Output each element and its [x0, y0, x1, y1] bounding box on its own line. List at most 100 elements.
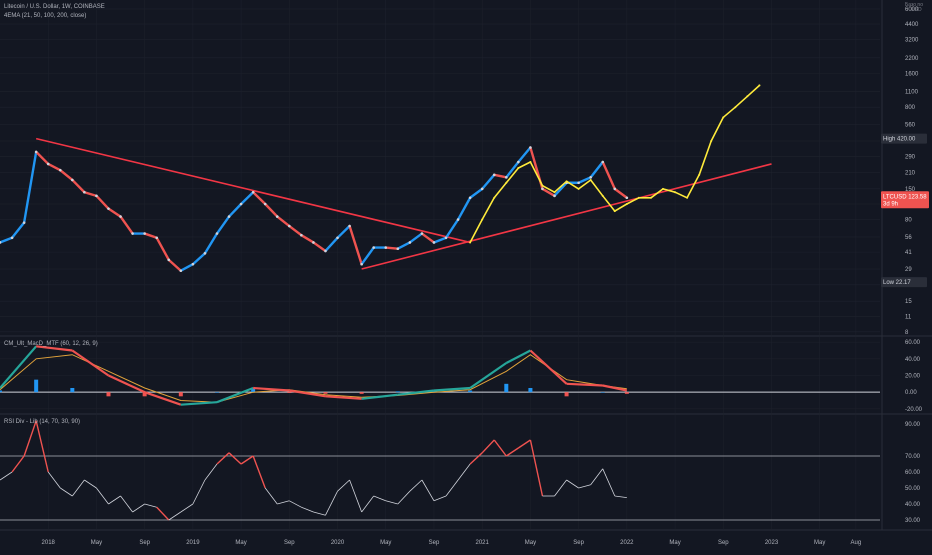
macd-histogram-bar-3	[106, 392, 111, 397]
rsi-line-segment-40	[469, 452, 483, 465]
price-segment-1	[0, 236, 14, 244]
price-point-39	[468, 196, 472, 200]
time-tick-label-11: Sep	[573, 540, 584, 546]
price-tick-label-15: 41	[905, 250, 912, 256]
price-segment-17	[191, 252, 207, 266]
projection-point-22	[734, 106, 737, 109]
price-segment-46	[541, 187, 556, 198]
price-point-40	[480, 187, 484, 191]
ema-legend[interactable]: 4EMA (21, 50, 100, 200, close)	[4, 13, 87, 19]
price-point-20	[239, 202, 243, 206]
price-point-41	[492, 173, 496, 177]
low-badge-box	[881, 277, 927, 288]
price-point-8	[95, 194, 98, 198]
price-point-3	[34, 150, 38, 154]
macd-histogram-bar-2	[70, 388, 75, 393]
price-segment-36	[420, 232, 436, 244]
price-tick-label-18: 15	[905, 299, 912, 305]
price-badge-text-1: 3d 9h	[883, 201, 898, 207]
rsi-line-segment-35	[409, 479, 423, 492]
rsi-line-segment-52	[614, 495, 627, 498]
macd-line-segment-11	[361, 393, 398, 400]
time-tick-label-17: Aug	[851, 540, 862, 546]
price-tick-label-3: 2200	[905, 56, 919, 62]
macd-line-segment-16	[529, 349, 568, 385]
price-point-50	[601, 160, 605, 164]
macd-histogram-bar-9	[323, 392, 328, 394]
rsi-line-segment-26	[301, 506, 314, 513]
projection-point-7	[553, 191, 556, 194]
price-segment-29	[336, 224, 351, 240]
projection-point-1	[481, 218, 484, 221]
price-point-24	[288, 224, 291, 228]
price-point-45	[541, 187, 544, 191]
price-tick-label-1: 4400	[905, 22, 919, 28]
rsi-line-segment-4	[35, 420, 49, 473]
macd-histogram-bar-13	[468, 390, 473, 393]
rsi-line-segment-12	[132, 503, 145, 513]
price-badge-box	[881, 191, 929, 209]
price-segment-20	[227, 202, 243, 218]
price-segment-18	[203, 232, 219, 255]
macd-histogram-bar-10	[359, 392, 364, 394]
price-badge-text-0: LTCUSD 123.58	[883, 194, 927, 200]
macd-histogram-bar-1	[34, 379, 39, 393]
price-tick-label-0: 6000	[905, 7, 919, 13]
price-segment-47	[553, 181, 568, 198]
price-segment-43	[505, 160, 520, 179]
rsi-line-segment-43	[505, 447, 519, 457]
rsi-line-segment-21	[240, 455, 254, 465]
price-point-6	[71, 178, 74, 182]
price-segment-44	[517, 146, 532, 164]
rsi-line-segment-27	[313, 511, 326, 516]
rsi-legend[interactable]: RSI Div - Lib (14, 70, 30, 90)	[4, 419, 81, 425]
projection-point-14	[637, 196, 640, 199]
price-point-34	[408, 241, 412, 244]
time-tick-label-13: May	[669, 540, 680, 546]
rsi-line-segment-37	[433, 495, 447, 502]
price-point-10	[119, 215, 122, 218]
symbol-legend[interactable]: Litecoin / U.S. Dollar, 1W, COINBASE	[4, 4, 105, 10]
price-point-38	[456, 218, 460, 221]
macd-tick-label-1: 40.00	[905, 357, 921, 363]
time-tick-label-1: May	[91, 540, 102, 546]
rsi-line-segment-8	[84, 479, 97, 489]
projection-point-17	[674, 191, 677, 194]
price-point-23	[275, 215, 279, 218]
price-point-49	[589, 176, 592, 179]
price-segment-8	[83, 191, 98, 198]
trendline-0	[35, 137, 471, 244]
macd-histogram-bar-15	[528, 388, 533, 393]
corner-label: Базо no	[905, 2, 923, 8]
price-point-33	[396, 247, 400, 250]
price-point-48	[577, 181, 580, 185]
rsi-line-segment-31	[361, 495, 375, 513]
macd-tick-label-0: 60.00	[905, 340, 921, 346]
time-tick-label-14: Sep	[718, 540, 729, 546]
macd-tick-label-2: 20.00	[905, 374, 921, 380]
macd-line-segment-3	[71, 349, 110, 377]
price-point-28	[336, 236, 339, 240]
projection-point-15	[649, 196, 652, 199]
projection-point-13	[625, 202, 628, 205]
price-tick-label-5: 1100	[905, 90, 919, 96]
rsi-line-segment-33	[385, 500, 398, 505]
macd-line-segment-10	[325, 395, 362, 400]
price-segment-9	[95, 194, 110, 210]
price-point-37	[444, 236, 448, 240]
macd-line-segment-13	[433, 386, 471, 392]
price-tick-label-10: 210	[905, 170, 916, 176]
price-point-19	[227, 215, 231, 218]
rsi-line-segment-10	[108, 495, 121, 505]
price-segment-2	[10, 221, 26, 240]
rsi-line-segment-17	[192, 479, 206, 505]
macd-legend[interactable]: CM_Ult_MacD_MTF (60, 12, 26, 9)	[4, 341, 98, 347]
price-segment-10	[107, 207, 122, 218]
time-tick-label-10: May	[525, 540, 536, 546]
projection-point-5	[529, 161, 532, 164]
price-tick-label-20: 8	[905, 330, 909, 336]
rsi-line-segment-44	[517, 439, 531, 449]
rsi-line-segment-32	[373, 495, 386, 502]
